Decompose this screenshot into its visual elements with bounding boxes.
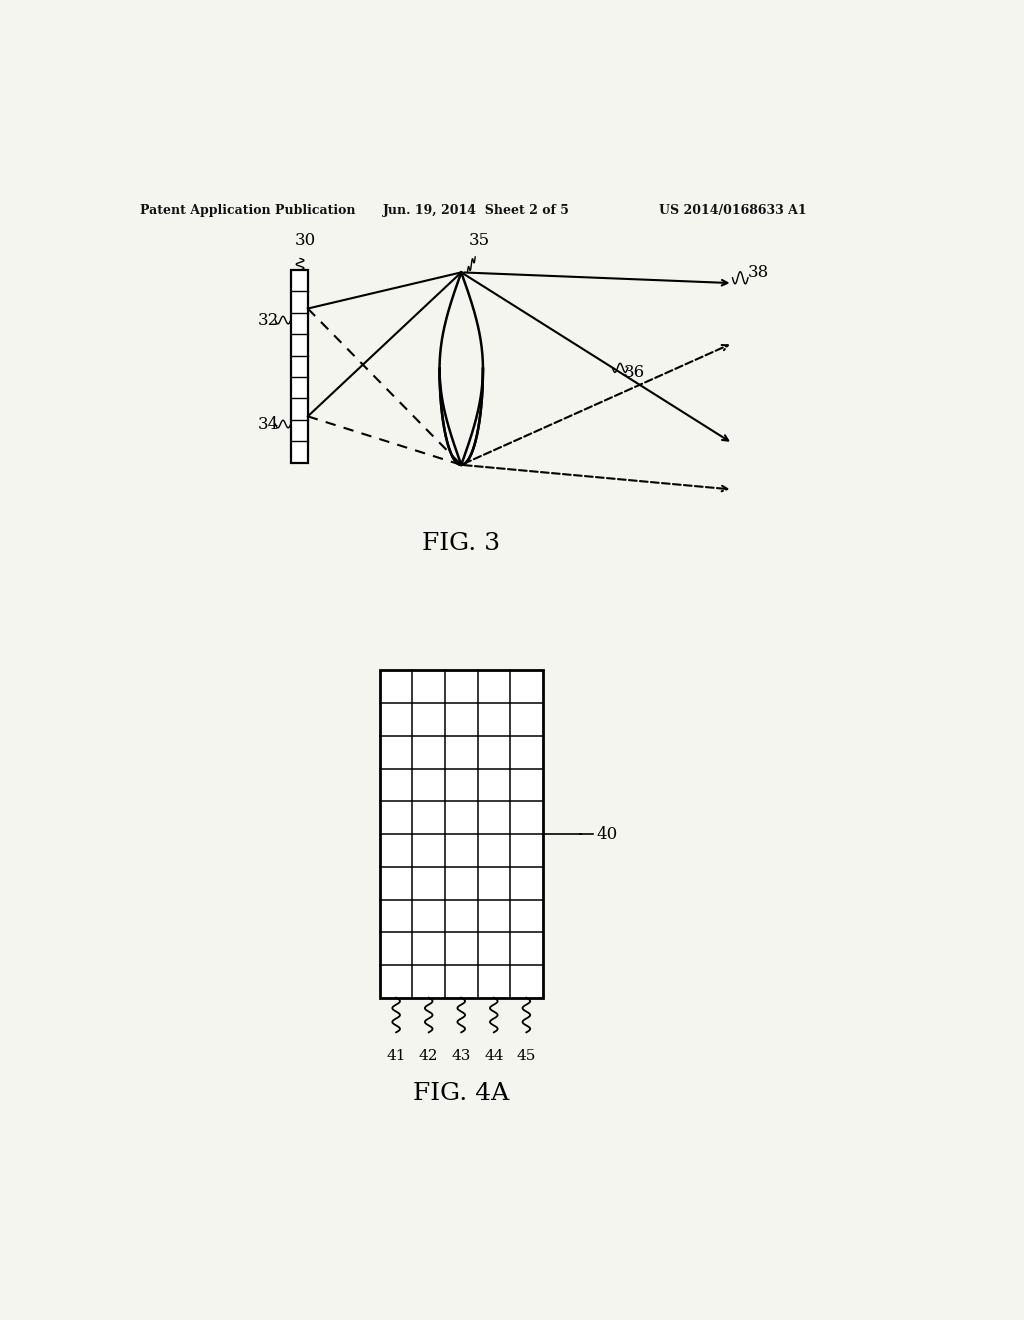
- Text: 30: 30: [295, 232, 315, 249]
- Text: Patent Application Publication: Patent Application Publication: [140, 205, 356, 218]
- Text: 45: 45: [517, 1049, 536, 1064]
- Text: 36: 36: [624, 364, 645, 381]
- Text: 44: 44: [484, 1049, 504, 1064]
- Text: 43: 43: [452, 1049, 471, 1064]
- Text: FIG. 4A: FIG. 4A: [413, 1082, 509, 1105]
- Text: 35: 35: [469, 232, 490, 249]
- Text: 38: 38: [748, 264, 769, 281]
- Text: 40: 40: [596, 825, 617, 842]
- Text: 34: 34: [258, 416, 280, 433]
- Bar: [291, 271, 308, 462]
- Text: FIG. 3: FIG. 3: [422, 532, 501, 554]
- Text: 41: 41: [386, 1049, 406, 1064]
- Text: US 2014/0168633 A1: US 2014/0168633 A1: [658, 205, 806, 218]
- Text: 32: 32: [258, 312, 280, 329]
- Text: 42: 42: [419, 1049, 438, 1064]
- Text: Jun. 19, 2014  Sheet 2 of 5: Jun. 19, 2014 Sheet 2 of 5: [383, 205, 570, 218]
- Bar: [380, 671, 543, 998]
